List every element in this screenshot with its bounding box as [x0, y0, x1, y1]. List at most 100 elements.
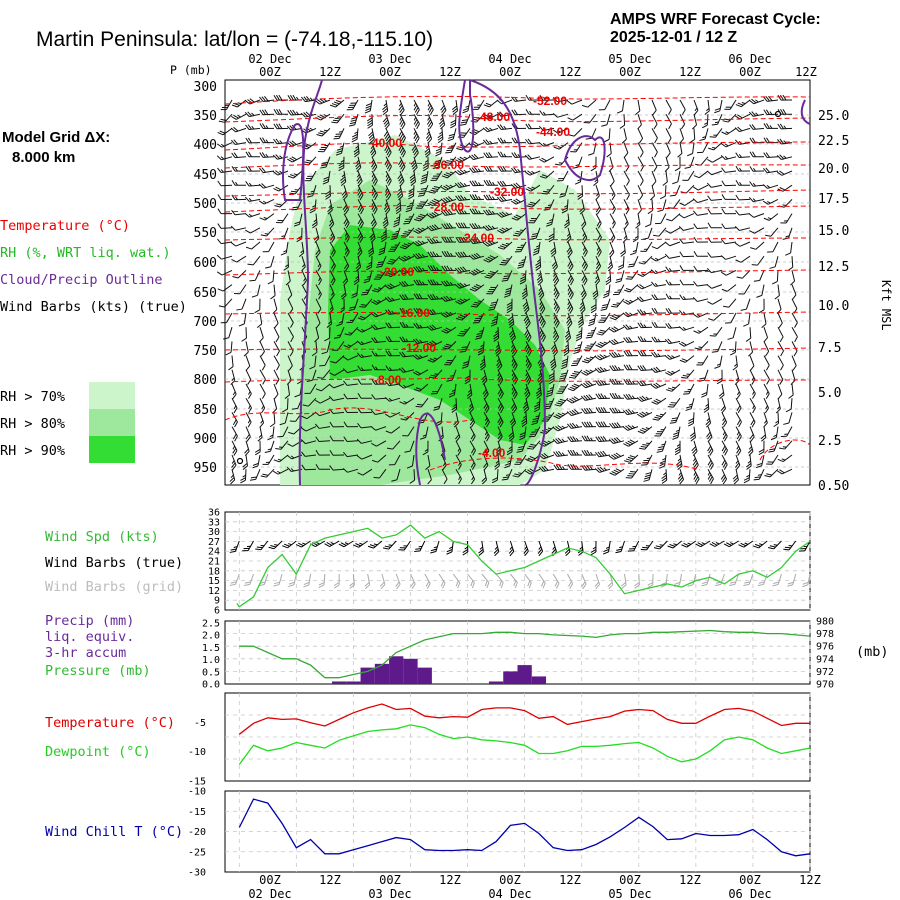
wind-barb-feather — [338, 167, 344, 172]
wind-barb-feather — [460, 132, 467, 134]
wind-barb-feather — [365, 289, 370, 291]
wind-barb-feather — [635, 224, 641, 229]
wind-barb-feather — [623, 235, 627, 240]
wind-barb-feather — [280, 252, 287, 256]
wind-barb-feather — [427, 121, 433, 128]
wind-barb-staff — [655, 255, 667, 262]
wind-barb-feather — [499, 263, 506, 266]
wind-barb-staff — [656, 241, 667, 250]
wind-barb-feather — [514, 98, 518, 102]
wind-barb-feather — [249, 98, 255, 103]
wind-barb — [579, 199, 585, 215]
wind-barb-feather — [217, 288, 224, 292]
wind-barb-feather — [417, 215, 424, 219]
wind-barb-staff — [581, 213, 587, 225]
top-date-label: 06 Dec — [728, 52, 771, 66]
wind-barb-feather — [502, 259, 509, 262]
wind-barb-feather — [216, 143, 223, 148]
wind-barb — [567, 284, 574, 300]
wind-barb-feather — [258, 200, 265, 205]
wind-barb-feather — [758, 309, 765, 314]
wind-barb-feather — [468, 271, 475, 276]
wind-barb — [384, 283, 401, 290]
wind-barb — [666, 213, 681, 222]
wind-barb-feather — [539, 301, 542, 306]
wind-barb-staff — [371, 241, 375, 253]
wind-barb-feather — [623, 152, 629, 158]
wind-barb-feather — [523, 304, 528, 310]
wind-barb-staff — [609, 270, 612, 282]
wind-barb-staff — [277, 156, 289, 160]
wind-barb-feather — [601, 306, 608, 309]
wind-barb-staff — [562, 170, 569, 181]
wind-barb-feather — [625, 299, 631, 304]
wind-barb — [519, 270, 527, 285]
wind-barb — [335, 142, 345, 156]
wind-barb-feather — [547, 204, 552, 206]
wind-barb — [357, 227, 364, 243]
wind-barb — [595, 241, 602, 257]
wind-barb-feather — [398, 176, 403, 182]
wind-barb-feather — [416, 109, 420, 115]
wind-barb-staff — [707, 99, 710, 111]
wind-barb — [338, 156, 345, 172]
wind-barb — [469, 284, 485, 292]
wind-barb-feather — [418, 192, 425, 195]
wind-barb-staff — [503, 241, 513, 250]
wind-barb-feather — [567, 275, 572, 281]
wind-barb-staff — [557, 127, 569, 134]
wind-barb — [577, 185, 584, 200]
wind-barb-feather — [653, 166, 658, 172]
wind-barb-feather — [506, 304, 513, 309]
wind-barb-feather — [485, 225, 491, 231]
wind-barb — [511, 167, 527, 174]
wind-barb-staff — [251, 241, 261, 250]
wind-barb — [580, 213, 587, 229]
wind-barb-feather — [500, 151, 504, 158]
wind-barb-feather — [488, 209, 493, 215]
wind-barb-feather — [345, 251, 350, 257]
wind-barb-staff — [544, 156, 555, 163]
wind-barb — [749, 166, 765, 172]
wind-barb-staff — [759, 270, 765, 281]
wind-barb-feather — [511, 96, 516, 102]
wind-barb-feather — [216, 271, 223, 276]
wind-barb-feather — [368, 261, 372, 265]
wind-barb-feather — [244, 212, 250, 218]
wind-barb-feather — [438, 119, 444, 125]
wind-barb-feather — [620, 250, 626, 255]
wind-barb — [244, 111, 261, 118]
wind-barb — [735, 194, 751, 201]
wind-barb-feather — [386, 163, 391, 170]
wind-barb-staff — [781, 156, 793, 160]
wind-barb-feather — [483, 104, 490, 108]
wind-barb — [469, 180, 485, 187]
wind-barb-staff — [631, 270, 639, 280]
wind-barb-feather — [430, 279, 434, 285]
wind-barb-feather — [488, 179, 493, 186]
wind-barb-feather — [537, 280, 543, 286]
wind-barb-feather — [765, 152, 770, 158]
wind-barb-feather — [471, 287, 478, 291]
wind-barb-staff — [637, 128, 644, 139]
wind-barb — [678, 213, 695, 219]
wind-barb-feather — [607, 264, 613, 269]
wind-barb-staff — [725, 142, 737, 148]
wind-barb-feather — [679, 238, 684, 244]
wind-barb-feather — [603, 138, 610, 143]
wind-barb-feather — [707, 301, 713, 305]
wind-barb-feather — [251, 294, 258, 298]
wind-barb — [511, 137, 527, 144]
top-hour-label: 00Z — [739, 65, 761, 79]
wind-barb-feather — [385, 124, 390, 130]
wind-barb-feather — [372, 192, 377, 198]
wind-barb-feather — [338, 320, 343, 324]
wind-barb-staff — [220, 184, 233, 187]
wind-barb-feather — [664, 167, 670, 172]
wind-barb-feather — [248, 213, 253, 217]
wind-barb-staff — [604, 99, 611, 110]
wind-barb-feather — [471, 254, 477, 259]
wind-barb — [721, 284, 737, 292]
wind-barb-feather — [582, 277, 587, 284]
wind-barb-feather — [341, 295, 347, 300]
